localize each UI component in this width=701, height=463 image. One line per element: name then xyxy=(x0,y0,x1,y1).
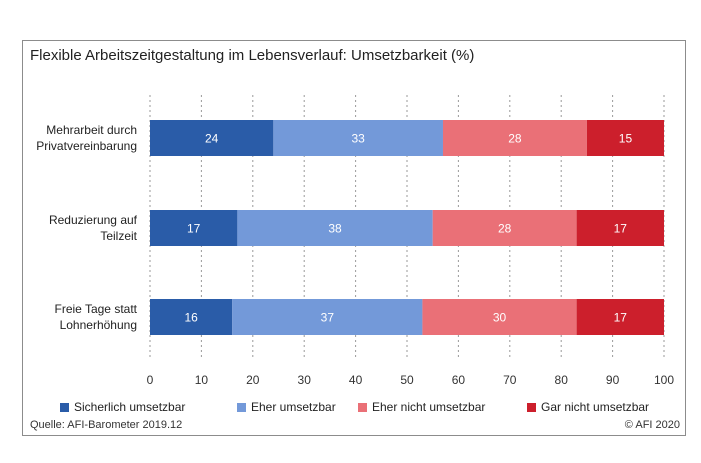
x-tick-label: 100 xyxy=(654,373,674,387)
x-tick-label: 20 xyxy=(246,373,260,387)
legend-label: Eher nicht umsetzbar xyxy=(372,400,486,414)
data-label: 28 xyxy=(508,132,522,146)
legend-swatch xyxy=(358,402,367,412)
x-tick-label: 50 xyxy=(400,373,414,387)
bar-segment xyxy=(232,299,423,335)
legend-item: Sicherlich umsetzbar xyxy=(60,400,185,414)
chart-title: Flexible Arbeitszeitgestaltung im Lebens… xyxy=(30,47,475,64)
copyright-note: © AFI 2020 xyxy=(624,419,680,431)
legend-item: Eher nicht umsetzbar xyxy=(358,400,485,414)
legend-label: Eher umsetzbar xyxy=(251,400,336,414)
data-label: 17 xyxy=(614,311,628,325)
bar-segment xyxy=(442,120,587,156)
category-label: Reduzierung auf xyxy=(49,213,138,227)
legend-label: Gar nicht umsetzbar xyxy=(541,400,650,414)
x-tick-label: 40 xyxy=(349,373,363,387)
category-label: Teilzeit xyxy=(100,229,137,243)
bar-segment xyxy=(422,299,577,335)
bar-segment xyxy=(150,120,274,156)
legend-swatch xyxy=(60,402,69,412)
bar-segment xyxy=(576,210,664,246)
bar-segment xyxy=(576,299,664,335)
legend-swatch xyxy=(237,402,246,412)
data-label: 16 xyxy=(184,311,198,325)
x-tick-label: 0 xyxy=(147,373,154,387)
data-label: 15 xyxy=(619,132,633,146)
legend-item: Eher umsetzbar xyxy=(237,400,336,414)
legend-swatch xyxy=(527,402,536,412)
bar-segment xyxy=(586,120,664,156)
data-label: 24 xyxy=(205,132,219,146)
x-tick-label: 70 xyxy=(503,373,517,387)
data-label: 30 xyxy=(493,311,507,325)
bar-segment xyxy=(237,210,433,246)
x-tick-label: 10 xyxy=(195,373,209,387)
x-tick-label: 90 xyxy=(606,373,620,387)
category-label: Mehrarbeit durch xyxy=(46,123,137,137)
chart-legend: Sicherlich umsetzbar Eher umsetzbar Eher n… xyxy=(60,400,680,416)
data-label: 37 xyxy=(321,311,335,325)
x-tick-label: 30 xyxy=(298,373,312,387)
x-tick-label: 60 xyxy=(452,373,466,387)
bar-segment xyxy=(150,299,233,335)
bar-segment xyxy=(150,210,238,246)
data-label: 17 xyxy=(614,222,628,236)
category-label: Lohnerhöhung xyxy=(60,318,137,332)
chart-frame xyxy=(22,40,686,436)
x-tick-label: 80 xyxy=(555,373,569,387)
legend-label: Sicherlich umsetzbar xyxy=(74,400,186,414)
data-label: 28 xyxy=(498,222,512,236)
bar-segment xyxy=(432,210,577,246)
data-label: 17 xyxy=(187,222,201,236)
category-label: Freie Tage statt xyxy=(55,302,138,316)
legend-item: Gar nicht umsetzbar xyxy=(527,400,649,414)
data-label: 33 xyxy=(351,132,365,146)
category-label: Privatvereinbarung xyxy=(36,139,137,153)
source-note: Quelle: AFI-Barometer 2019.12 xyxy=(30,419,183,431)
bar-segment xyxy=(273,120,443,156)
data-label: 38 xyxy=(328,222,342,236)
